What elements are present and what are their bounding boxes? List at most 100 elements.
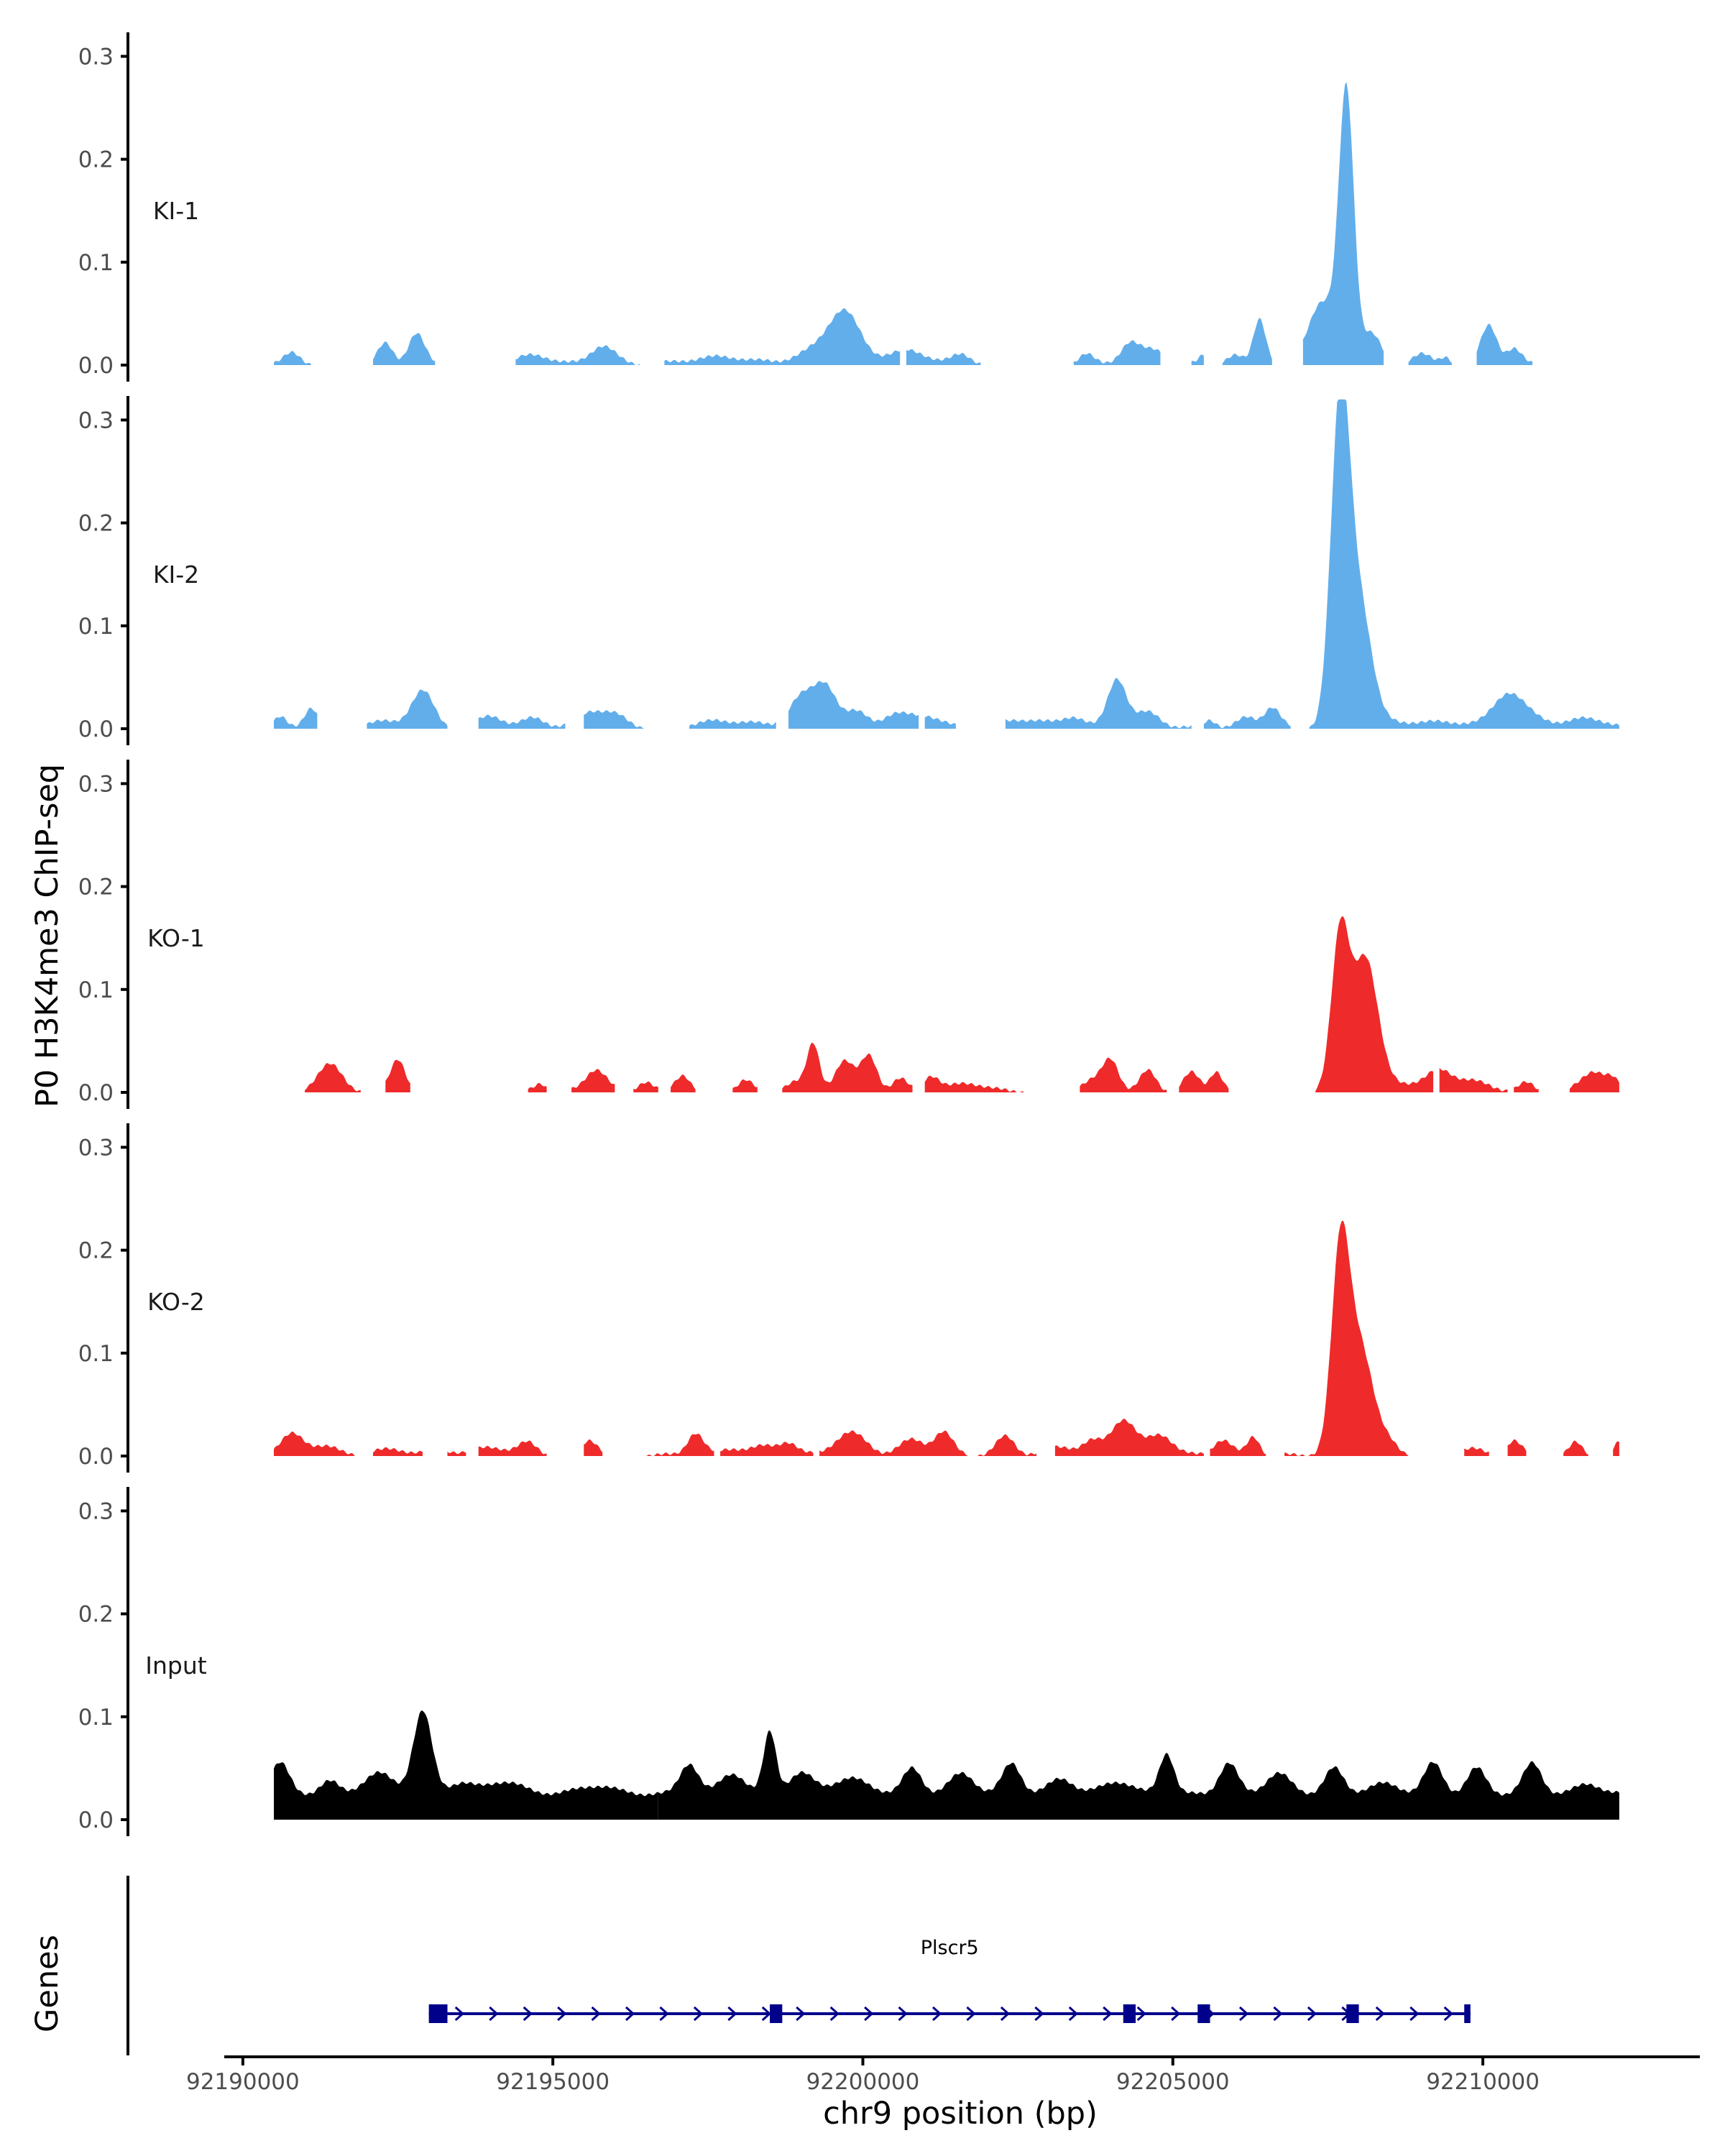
signal-area-input-0: [274, 1762, 323, 1820]
y-tick-label: 0.1: [78, 614, 114, 640]
signal-area-ki-2-7: [1005, 678, 1192, 729]
signal-area-ko-2-14: [1563, 1440, 1588, 1456]
gene-exon: [1346, 2004, 1359, 2023]
strand-arrow: [1375, 2006, 1386, 2022]
signal-area-ko-1-2: [528, 1082, 547, 1092]
y-tick-label: 0.2: [78, 1238, 114, 1264]
strand-arrow: [829, 2006, 840, 2022]
x-axis: 92190000 92195000 92200000 92205000 92210000: [186, 2055, 1700, 2095]
strand-arrow: [1273, 2006, 1283, 2022]
strand-arrow: [693, 2006, 704, 2022]
signal-area-ko-2-12: [1464, 1447, 1489, 1456]
signal-area-ki-1-5: [1073, 340, 1161, 365]
y-tick-label: 0.3: [78, 1135, 114, 1161]
gene-exon: [1123, 2004, 1136, 2023]
x-tick-label: 92195000: [496, 2069, 610, 2095]
signal-area-ko-2-0: [274, 1431, 355, 1456]
signal-area-ko-2-2: [447, 1451, 466, 1456]
track-label: Input: [145, 1651, 207, 1680]
track-label: KO-2: [147, 1288, 205, 1316]
signal-area-ko-1-1: [385, 1059, 410, 1092]
signal-area-ko-1-3: [571, 1069, 615, 1092]
x-tick-label: 92210000: [1426, 2069, 1540, 2095]
signal-area-ko-1-5: [671, 1074, 696, 1092]
gene-exon: [428, 2004, 448, 2023]
track-ko-1: 0.0 0.1 0.2 0.3 KO-1: [78, 760, 1619, 1109]
y-tick-label: 0.3: [78, 407, 114, 433]
signal-area-ki-1-2: [515, 345, 640, 365]
x-tick-label: 92200000: [806, 2069, 920, 2095]
track-ki-2: 0.0 0.1 0.2 0.3 KI-2: [78, 396, 1619, 745]
signal-area-ki-1-0: [274, 351, 311, 365]
signal-area-ko-1-6: [732, 1079, 758, 1092]
gene-track: Plscr5: [126, 1876, 1471, 2055]
strand-arrow: [591, 2006, 601, 2022]
signal-area-ki-2-4: [689, 719, 776, 729]
y-tick-label: 0.0: [78, 1444, 114, 1470]
signal-area-ko-2-5: [645, 1433, 714, 1456]
signal-area-ko-1-9: [1080, 1057, 1167, 1092]
strand-arrow: [864, 2006, 874, 2022]
strand-arrow: [1307, 2006, 1317, 2022]
y-tick-label: 0.2: [78, 875, 114, 900]
signal-area-ko-2-9: [1054, 1419, 1204, 1456]
track-label: KI-2: [153, 561, 199, 589]
signal-area-ko-2-7: [819, 1430, 969, 1456]
signal-tracks: 0.00.10.20.3KI-10.00.10.20.3KI-20.00.10.…: [78, 32, 1619, 1836]
signal-area-ki-1-8: [1302, 82, 1384, 366]
strand-arrow: [898, 2006, 908, 2022]
strand-arrow: [1103, 2006, 1113, 2022]
y-axis-title: P0 H3K4me3 ChIP-seq: [29, 764, 65, 1107]
signal-area-ki-1-3: [664, 308, 901, 365]
y-tick-label: 0.2: [78, 1602, 114, 1628]
signal-area-ki-2-2: [478, 714, 566, 729]
strand-arrow: [489, 2006, 499, 2022]
signal-area-ko-2-10: [1210, 1435, 1266, 1456]
signal-area-ko-2-1: [373, 1447, 423, 1456]
signal-area-ko-1-0: [305, 1063, 361, 1092]
signal-area-ki-1-4: [906, 349, 981, 365]
y-tick-label: 0.3: [78, 1498, 114, 1524]
y-tick-label: 0.0: [78, 1080, 114, 1106]
strand-arrow: [659, 2006, 669, 2022]
strand-arrow: [727, 2006, 737, 2022]
signal-area-ki-2-5: [788, 681, 919, 729]
y-tick-label: 0.1: [78, 1341, 114, 1367]
gene-exon: [770, 2004, 783, 2023]
track-label: KI-1: [153, 197, 199, 225]
strand-arrow: [761, 2006, 772, 2022]
y-tick-label: 0.2: [78, 147, 114, 173]
y-tick-label: 0.2: [78, 511, 114, 537]
x-tick-label: 92190000: [186, 2069, 300, 2095]
track-input: 0.0 0.1 0.2 0.3 Input: [78, 1487, 1619, 1836]
strand-arrow: [625, 2006, 635, 2022]
signal-area-ko-1-4: [633, 1081, 658, 1092]
y-tick-label: 0.0: [78, 717, 114, 742]
strand-arrow: [1136, 2006, 1146, 2022]
signal-area-input-1: [323, 1710, 658, 1820]
signal-area-ki-2-8: [1203, 707, 1291, 729]
gene-name-label: Plscr5: [921, 1937, 979, 1959]
signal-area-ki-1-9: [1408, 351, 1452, 365]
signal-area-ko-2-11: [1284, 1220, 1409, 1456]
signal-area-ki-2-0: [274, 707, 318, 729]
signal-area-ko-1-11: [1315, 916, 1434, 1092]
y-tick-label: 0.0: [78, 353, 114, 379]
strand-arrow: [796, 2006, 806, 2022]
strand-arrow: [932, 2006, 942, 2022]
strand-arrow: [1068, 2006, 1079, 2022]
y-tick-label: 0.1: [78, 250, 114, 276]
signal-area-ki-2-6: [924, 715, 956, 729]
signal-area-ki-2-3: [584, 710, 646, 729]
signal-area-ki-1-7: [1222, 317, 1272, 365]
signal-area-ki-1-1: [373, 333, 436, 365]
y-tick-label: 0.1: [78, 1705, 114, 1731]
strand-arrow: [1409, 2006, 1420, 2022]
strand-arrow: [523, 2006, 533, 2022]
track-label: KO-1: [147, 924, 205, 952]
signal-area-ko-1-12: [1439, 1067, 1508, 1092]
y-tick-label: 0.1: [78, 977, 114, 1003]
signal-area-ko-1-14: [1569, 1071, 1619, 1092]
strand-arrow: [1034, 2006, 1044, 2022]
